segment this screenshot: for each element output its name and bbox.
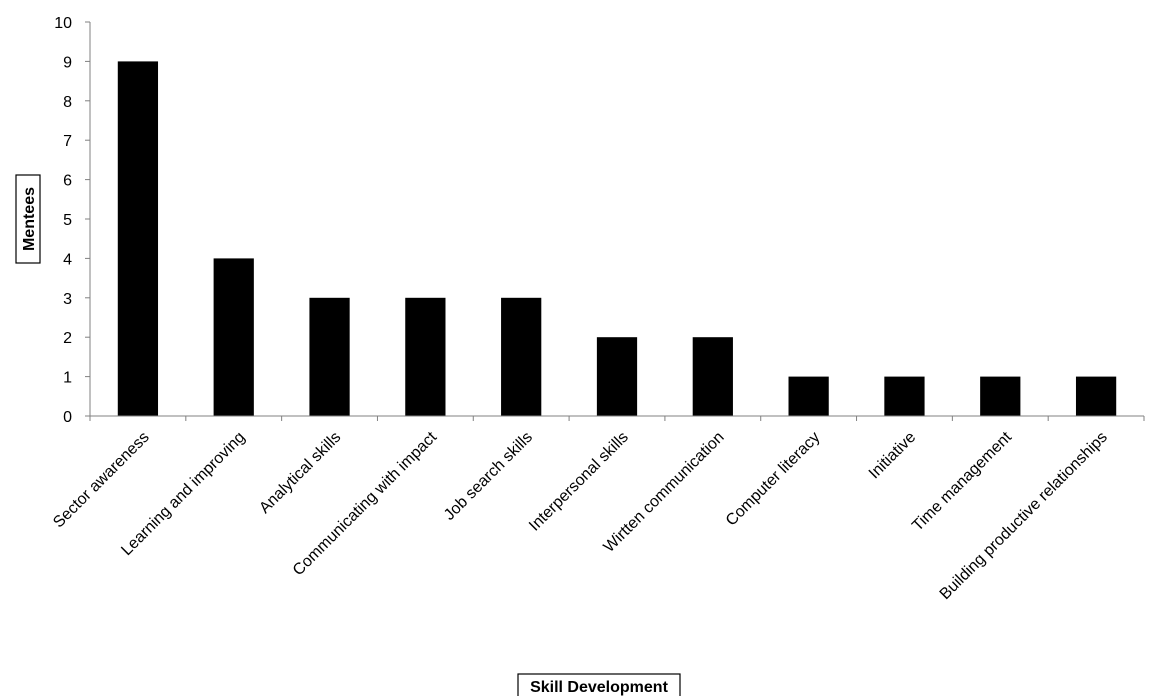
- bar-sector-awareness: [117, 61, 159, 417]
- bar-learning-and-improving: [213, 258, 254, 416]
- y-tick-label: 6: [63, 173, 72, 190]
- y-tick-label: 10: [54, 15, 72, 32]
- x-category-label: Time management: [909, 428, 1015, 534]
- y-tick-label: 9: [63, 54, 72, 71]
- x-ticks-group: [89, 416, 1145, 421]
- x-category-label: Interpersonal skills: [526, 429, 632, 535]
- bar-job-search-skills: [501, 297, 542, 416]
- bar-time-management: [980, 376, 1021, 416]
- y-tick-label: 0: [63, 409, 72, 426]
- bar-computer-literacy: [788, 376, 829, 416]
- bar-analytical-skills: [309, 297, 350, 416]
- bar-building-productive-relationships: [1075, 376, 1117, 416]
- y-ticks-group: 0 1 2 3 4 5 6 7 8 9 10: [54, 15, 90, 426]
- x-axis-title: Skill Development: [517, 673, 681, 696]
- x-category-label: Computer literacy: [723, 429, 824, 530]
- y-tick-label: 3: [63, 291, 72, 308]
- bars-group: [117, 61, 1117, 417]
- bar-interpersonal-skills: [596, 337, 638, 416]
- y-tick-label: 7: [63, 133, 72, 150]
- x-category-label: Job search skills: [441, 429, 536, 524]
- bar-initiative: [884, 376, 925, 416]
- x-axis-title-text: Skill Development: [530, 679, 668, 696]
- x-category-label: Analytical skills: [256, 429, 344, 517]
- y-axis-title: Mentees: [15, 174, 41, 264]
- x-category-label: Initiative: [866, 429, 920, 483]
- y-tick-label: 1: [63, 370, 72, 387]
- y-tick-label: 4: [63, 251, 72, 268]
- y-tick-label: 8: [63, 94, 72, 111]
- x-category-label: Building productive relationships: [937, 429, 1111, 603]
- bar-wirtten-communication: [692, 337, 733, 416]
- y-axis-title-text: Mentees: [21, 187, 38, 251]
- bar-communicating-with-impact: [405, 297, 446, 416]
- y-tick-label: 5: [63, 212, 72, 229]
- x-category-label: Sector awareness: [50, 429, 153, 532]
- y-tick-label: 2: [63, 330, 72, 347]
